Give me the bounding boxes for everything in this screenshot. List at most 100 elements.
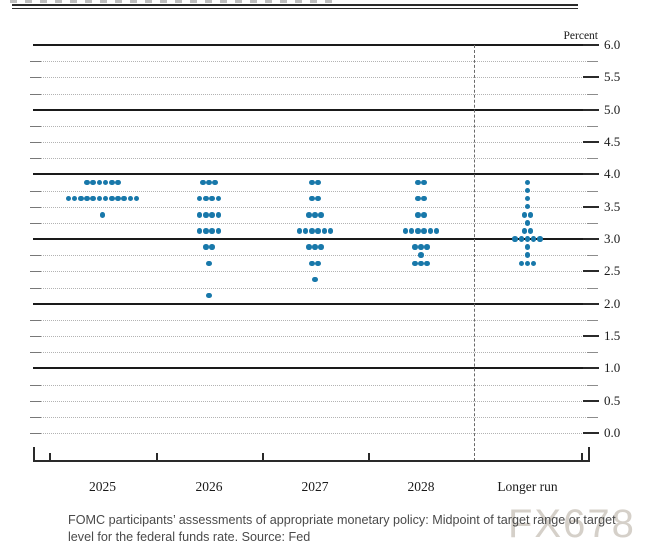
projection-dot bbox=[433, 228, 440, 234]
projection-dot bbox=[312, 276, 318, 283]
right-axis-tick bbox=[583, 205, 599, 208]
longer-run-separator bbox=[473, 45, 475, 461]
major-gridline bbox=[33, 173, 590, 176]
x-axis-bracket bbox=[588, 447, 590, 461]
left-axis-tick bbox=[30, 287, 41, 289]
minor-gridline bbox=[33, 255, 590, 257]
projection-dot bbox=[203, 212, 209, 218]
projection-dot bbox=[424, 244, 430, 250]
projection-dot bbox=[318, 212, 324, 218]
projection-dot bbox=[524, 203, 531, 210]
right-axis-tick bbox=[587, 158, 598, 160]
minor-gridline bbox=[33, 319, 590, 321]
x-axis-tick bbox=[156, 453, 158, 461]
projection-dot bbox=[524, 244, 531, 250]
minor-gridline bbox=[33, 352, 590, 354]
left-axis-tick bbox=[30, 400, 41, 402]
right-axis-tick bbox=[587, 255, 598, 257]
y-axis-label: 0.5 bbox=[604, 392, 621, 408]
projection-dot bbox=[209, 212, 215, 218]
x-axis-bracket bbox=[33, 447, 35, 461]
left-axis-tick bbox=[30, 336, 41, 337]
projection-dot bbox=[315, 228, 321, 234]
projection-dot bbox=[315, 260, 321, 266]
right-axis-tick bbox=[587, 384, 598, 386]
projection-dot bbox=[90, 179, 96, 186]
right-axis-tick bbox=[583, 399, 599, 402]
projection-dot bbox=[424, 260, 430, 266]
x-axis-tick bbox=[49, 453, 51, 461]
minor-gridline bbox=[33, 400, 590, 402]
x-axis-category-label: 2026 bbox=[195, 479, 223, 494]
right-axis-tick bbox=[587, 61, 598, 63]
projection-dot bbox=[209, 244, 215, 250]
y-axis-label: 1.5 bbox=[604, 328, 621, 343]
right-axis-tick bbox=[587, 319, 598, 321]
projection-dot bbox=[524, 179, 531, 186]
x-axis-category-label: 2025 bbox=[89, 479, 116, 494]
projection-dot bbox=[96, 195, 103, 202]
left-axis-tick bbox=[30, 416, 41, 418]
projection-dot bbox=[415, 179, 421, 186]
right-axis-tick bbox=[583, 335, 599, 337]
x-axis-line bbox=[33, 460, 590, 462]
projection-dot bbox=[302, 228, 309, 234]
projection-dot bbox=[102, 179, 109, 186]
projection-dot bbox=[109, 195, 115, 202]
projection-dot bbox=[296, 228, 303, 234]
projection-dot bbox=[421, 228, 427, 234]
projection-dot bbox=[412, 244, 418, 250]
projection-dot bbox=[415, 228, 421, 234]
minor-gridline bbox=[33, 206, 590, 208]
projection-dot bbox=[312, 244, 318, 250]
projection-dot bbox=[530, 260, 537, 266]
projection-dot bbox=[318, 244, 324, 250]
x-axis-tick bbox=[262, 453, 264, 461]
projection-dot bbox=[84, 179, 90, 186]
right-axis-tick bbox=[587, 287, 598, 289]
projection-dot bbox=[427, 228, 434, 234]
projection-dot bbox=[206, 292, 212, 299]
projection-dot bbox=[418, 252, 424, 258]
watermark: FX678 bbox=[508, 502, 636, 546]
projection-dot bbox=[408, 228, 415, 234]
projection-dot bbox=[524, 220, 531, 226]
right-axis-tick bbox=[583, 141, 599, 143]
projection-dot bbox=[512, 236, 518, 242]
right-axis-tick bbox=[587, 352, 598, 354]
left-axis-tick bbox=[30, 158, 41, 160]
projection-dot bbox=[209, 195, 215, 202]
left-axis-tick bbox=[30, 61, 41, 63]
right-axis-tick bbox=[587, 93, 598, 95]
projection-dot bbox=[527, 212, 534, 218]
right-axis-tick bbox=[583, 302, 599, 305]
y-axis-label: 0.0 bbox=[604, 425, 621, 440]
left-axis-tick bbox=[30, 433, 41, 434]
minor-gridline bbox=[33, 77, 590, 79]
projection-dot bbox=[127, 195, 134, 202]
x-axis-tick bbox=[368, 453, 370, 461]
y-axis-label: 4.5 bbox=[604, 134, 621, 149]
projection-dot bbox=[306, 212, 312, 218]
projection-dot bbox=[421, 195, 427, 202]
projection-dot bbox=[321, 228, 328, 234]
left-axis-tick bbox=[30, 190, 41, 192]
projection-dot bbox=[209, 228, 215, 234]
x-axis-category-label: Longer run bbox=[497, 479, 558, 494]
projection-dot bbox=[109, 179, 115, 186]
left-axis-tick bbox=[30, 125, 41, 127]
minor-gridline bbox=[33, 222, 590, 224]
projection-dot bbox=[99, 212, 106, 218]
projection-dot bbox=[309, 260, 315, 266]
projection-dot bbox=[212, 179, 218, 186]
major-gridline bbox=[33, 44, 590, 46]
minor-gridline bbox=[33, 142, 590, 143]
right-axis-tick bbox=[587, 190, 598, 192]
y-axis-label: 3.0 bbox=[604, 231, 621, 246]
projection-dot bbox=[96, 179, 103, 186]
projection-dot bbox=[309, 195, 315, 202]
projection-dot bbox=[215, 228, 222, 234]
projection-dot bbox=[84, 195, 90, 202]
y-axis-label: 1.0 bbox=[604, 360, 621, 376]
projection-dot bbox=[527, 228, 534, 234]
